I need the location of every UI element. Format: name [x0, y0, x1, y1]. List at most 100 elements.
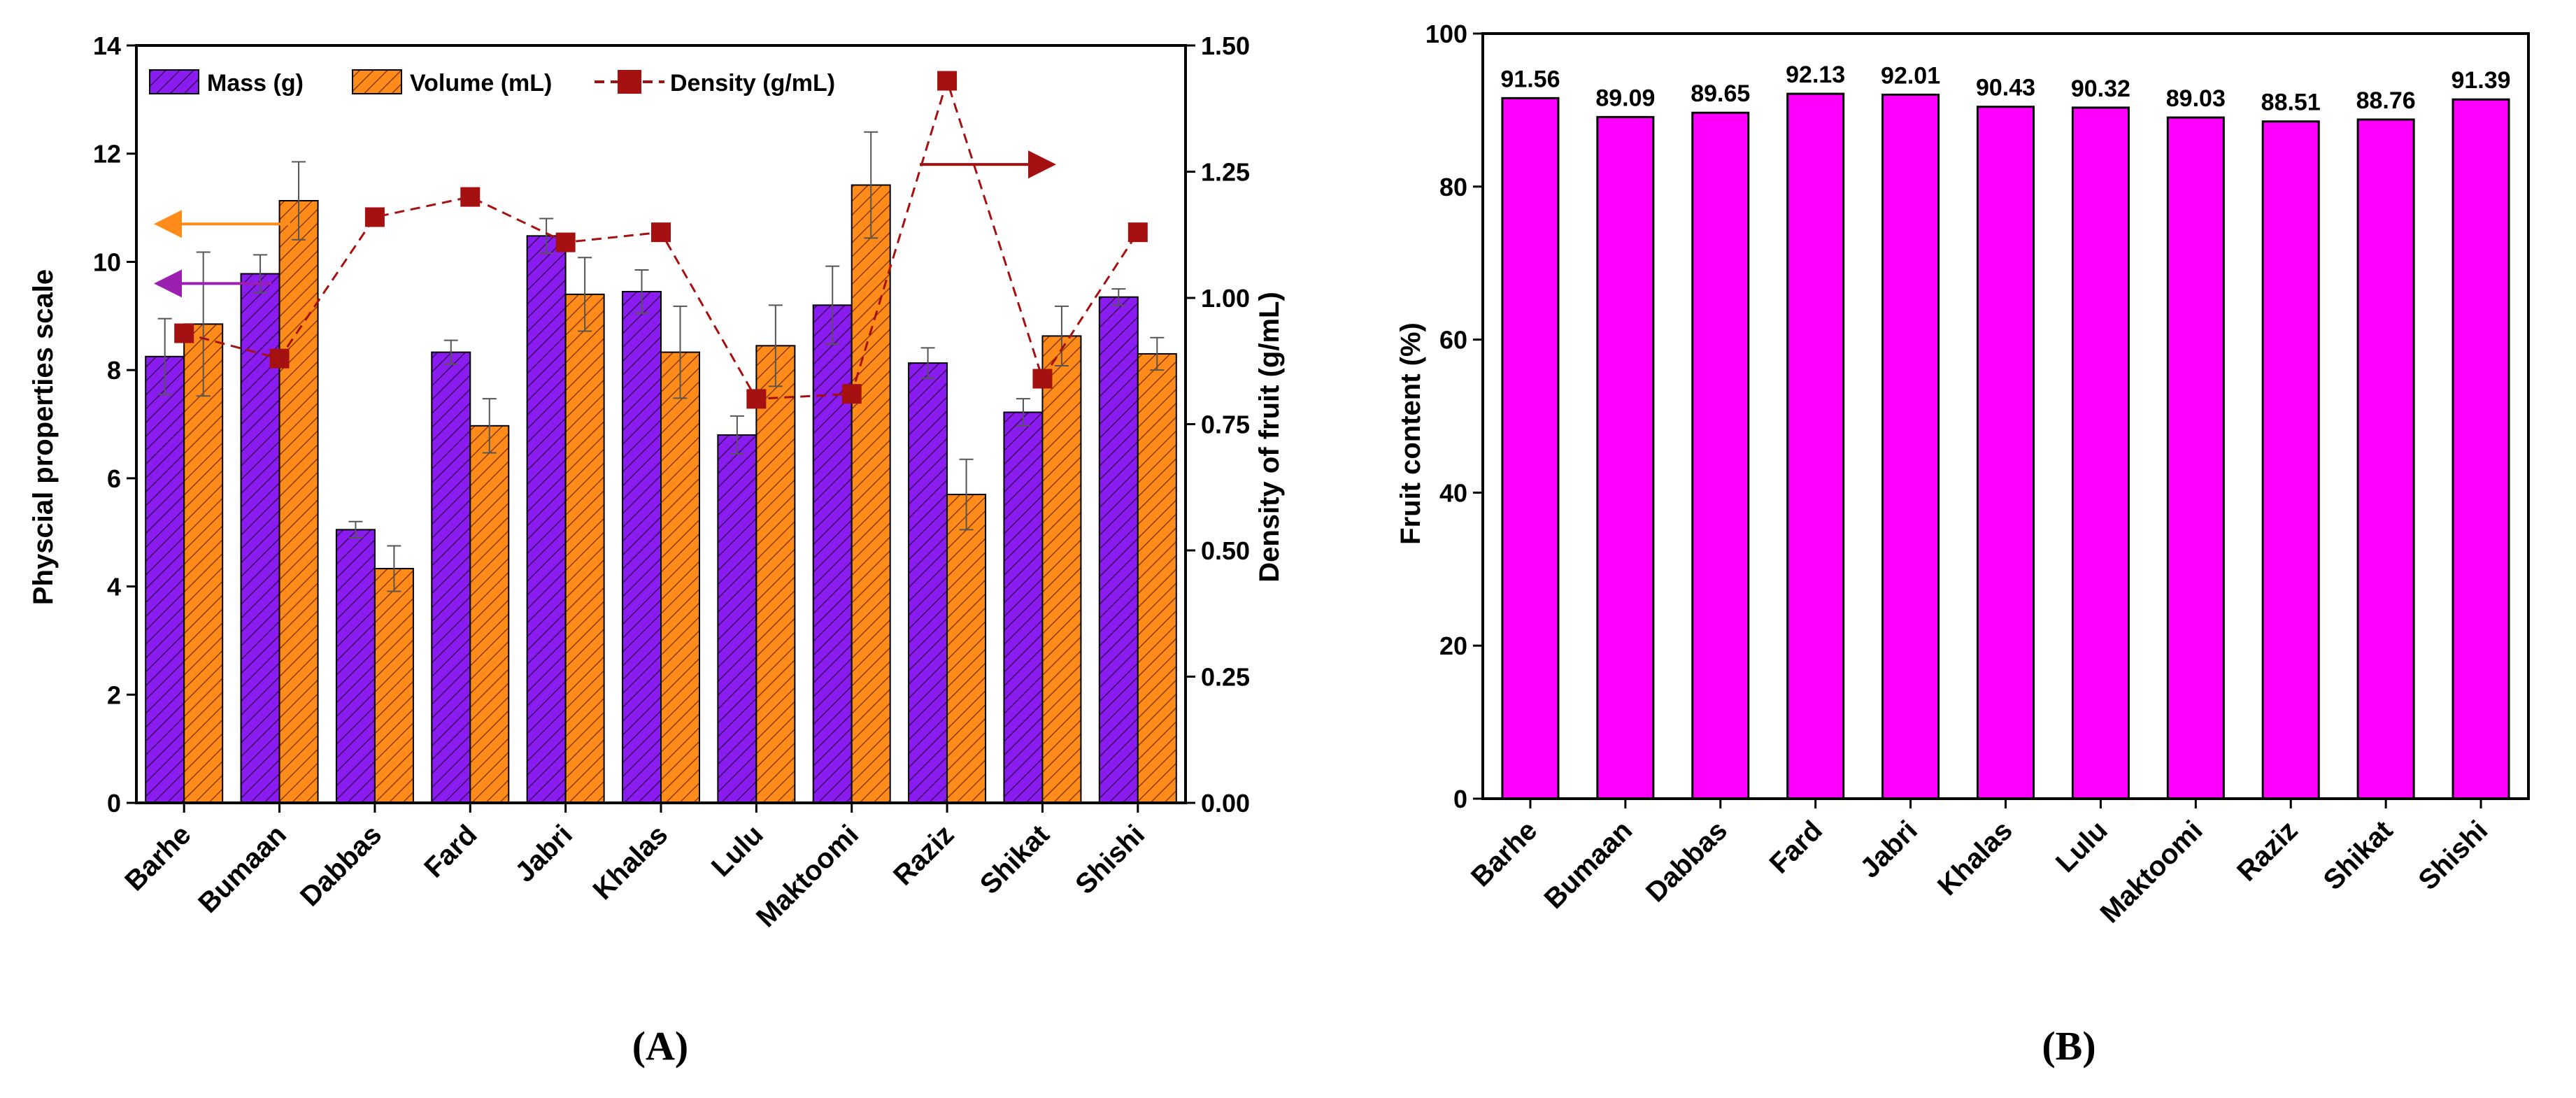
chart-a-density-line — [174, 71, 1148, 409]
error-bar-mass-khalas — [634, 269, 649, 314]
error-bar-mass-dabbas — [348, 520, 363, 539]
bar-volume-bumaan — [278, 200, 319, 804]
data-label-barhe: 91.56 — [1500, 66, 1560, 92]
bar-mass-lulu — [717, 434, 757, 804]
bar-fruit-content-raziz — [2261, 120, 2320, 800]
x-tick-label-b-barhe: Barhe — [1465, 815, 1543, 892]
y2-tick-label-a-0-00: 0.00 — [1201, 789, 1250, 818]
data-label-lulu: 90.32 — [2071, 76, 2130, 102]
error-bar-mass-maktoomi — [825, 265, 840, 345]
x-tick-label-a-jabri: Jabri — [509, 819, 578, 888]
error-bar-mass-shikat — [1016, 398, 1030, 427]
y-tick-label-b-20: 20 — [1439, 632, 1467, 660]
bar-volume-barhe — [183, 323, 224, 804]
bar-fruit-content-barhe — [1501, 97, 1560, 800]
density-point-barhe — [174, 323, 194, 343]
error-bar-volume-barhe — [196, 251, 211, 397]
legend-marker-density — [618, 70, 641, 94]
error-bar-mass-fard — [443, 339, 458, 365]
x-tick-label-a-dabbas: Dabbas — [294, 819, 387, 912]
error-bar-mass-jabri — [539, 218, 554, 255]
bar-volume-maktoomi — [851, 184, 891, 804]
data-label-shishi: 91.39 — [2451, 67, 2510, 94]
error-bar-volume-maktoomi — [864, 131, 878, 239]
x-tick-label-a-raziz: Raziz — [888, 819, 960, 891]
bar-volume-lulu — [755, 345, 796, 804]
error-bar-volume-lulu — [768, 304, 783, 387]
data-label-maktoomi: 89.03 — [2166, 85, 2226, 112]
bar-mass-barhe — [145, 355, 185, 804]
x-tick-label-a-bumaan: Bumaan — [192, 819, 292, 919]
bar-fruit-content-lulu — [2071, 106, 2130, 800]
error-bar-volume-dabbas — [387, 545, 401, 592]
density-point-maktoomi — [841, 384, 862, 404]
bar-mass-dabbas — [335, 529, 376, 804]
y2-tick-label-a-1-50: 1.50 — [1201, 31, 1250, 60]
x-tick-label-a-shishi: Shishi — [1069, 819, 1151, 900]
y-tick-label-b-80: 80 — [1439, 173, 1467, 201]
bar-volume-jabri — [564, 293, 605, 804]
bar-fruit-content-khalas — [1977, 106, 2035, 800]
error-bar-volume-jabri — [578, 257, 592, 332]
error-bar-volume-raziz — [959, 458, 974, 531]
bar-fruit-content-shikat — [2356, 118, 2415, 800]
x-tick-label-a-shikat: Shikat — [974, 819, 1055, 900]
bar-volume-shikat — [1041, 335, 1082, 804]
density-point-jabri — [555, 232, 576, 252]
bar-mass-jabri — [526, 235, 567, 804]
bar-fruit-content-maktoomi — [2166, 116, 2225, 800]
x-tick-label-b-shishi: Shishi — [2412, 815, 2493, 896]
chart-a-error-bars — [157, 131, 1165, 592]
y-tick-label-a-14: 14 — [93, 31, 121, 60]
error-bar-volume-fard — [482, 398, 497, 454]
chart-a-y2-axis-label: Density of fruit (g/mL) — [1254, 292, 1285, 583]
bar-volume-khalas — [660, 351, 700, 804]
x-tick-label-b-bumaan: Bumaan — [1539, 815, 1639, 915]
y2-tick-label-a-0-75: 0.75 — [1201, 411, 1250, 439]
legend-label-mass: Mass (g) — [207, 70, 304, 97]
x-tick-label-a-lulu: Lulu — [706, 819, 769, 883]
bar-fruit-content-bumaan — [1596, 115, 1655, 800]
bar-fruit-content-fard — [1786, 92, 1845, 800]
error-bar-volume-shikat — [1054, 305, 1069, 366]
y-tick-label-a-8: 8 — [107, 356, 121, 385]
density-point-dabbas — [364, 207, 385, 227]
y-tick-label-a-10: 10 — [93, 248, 121, 276]
x-tick-label-a-khalas: Khalas — [587, 819, 674, 906]
density-point-khalas — [651, 222, 671, 243]
error-bar-mass-shishi — [1111, 288, 1126, 306]
bar-mass-raziz — [908, 362, 948, 804]
density-point-raziz — [937, 71, 958, 91]
y-tick-label-b-60: 60 — [1439, 326, 1467, 355]
chart-panel-b: 91.56 89.09 89.65 92.13 92.01 90.43 90.32 89.03… — [1395, 20, 2530, 1069]
y-tick-label-b-40: 40 — [1439, 478, 1467, 507]
data-label-bumaan: 89.09 — [1595, 85, 1655, 111]
chart-a-annotation-arrows — [154, 150, 1056, 298]
x-tick-label-b-fard: Fard — [1764, 815, 1828, 879]
y-tick-label-a-12: 12 — [93, 140, 121, 169]
chart-a-legend: Mass (g) Volume (mL) Density (g/mL) — [149, 69, 835, 97]
y2-tick-label-a-1-25: 1.25 — [1201, 158, 1250, 187]
error-bar-volume-bumaan — [292, 161, 306, 241]
y-tick-label-a-4: 4 — [107, 573, 121, 601]
error-bar-volume-khalas — [673, 305, 688, 399]
density-point-shishi — [1127, 222, 1148, 243]
data-label-khalas: 90.43 — [1976, 75, 2035, 101]
bar-volume-shishi — [1137, 352, 1177, 804]
chart-b-data-labels: 91.56 89.09 89.65 92.13 92.01 90.43 90.32 89.03… — [1500, 62, 2510, 116]
y2-tick-label-a-1-00: 1.00 — [1201, 284, 1250, 313]
y-tick-label-a-6: 6 — [107, 464, 121, 493]
legend-label-volume: Volume (mL) — [410, 70, 552, 97]
density-point-fard — [460, 187, 481, 207]
chart-a-y-axis-label: Physcial properties scale — [28, 269, 59, 605]
data-label-raziz: 88.51 — [2261, 90, 2321, 116]
bar-mass-shishi — [1098, 296, 1139, 804]
x-tick-label-b-lulu: Lulu — [2050, 815, 2114, 878]
bar-mass-fard — [431, 351, 471, 804]
bar-volume-raziz — [946, 494, 987, 804]
chart-a-bars — [145, 184, 1177, 804]
x-tick-label-a-barhe: Barhe — [119, 819, 197, 897]
bar-fruit-content-jabri — [1881, 93, 1940, 800]
